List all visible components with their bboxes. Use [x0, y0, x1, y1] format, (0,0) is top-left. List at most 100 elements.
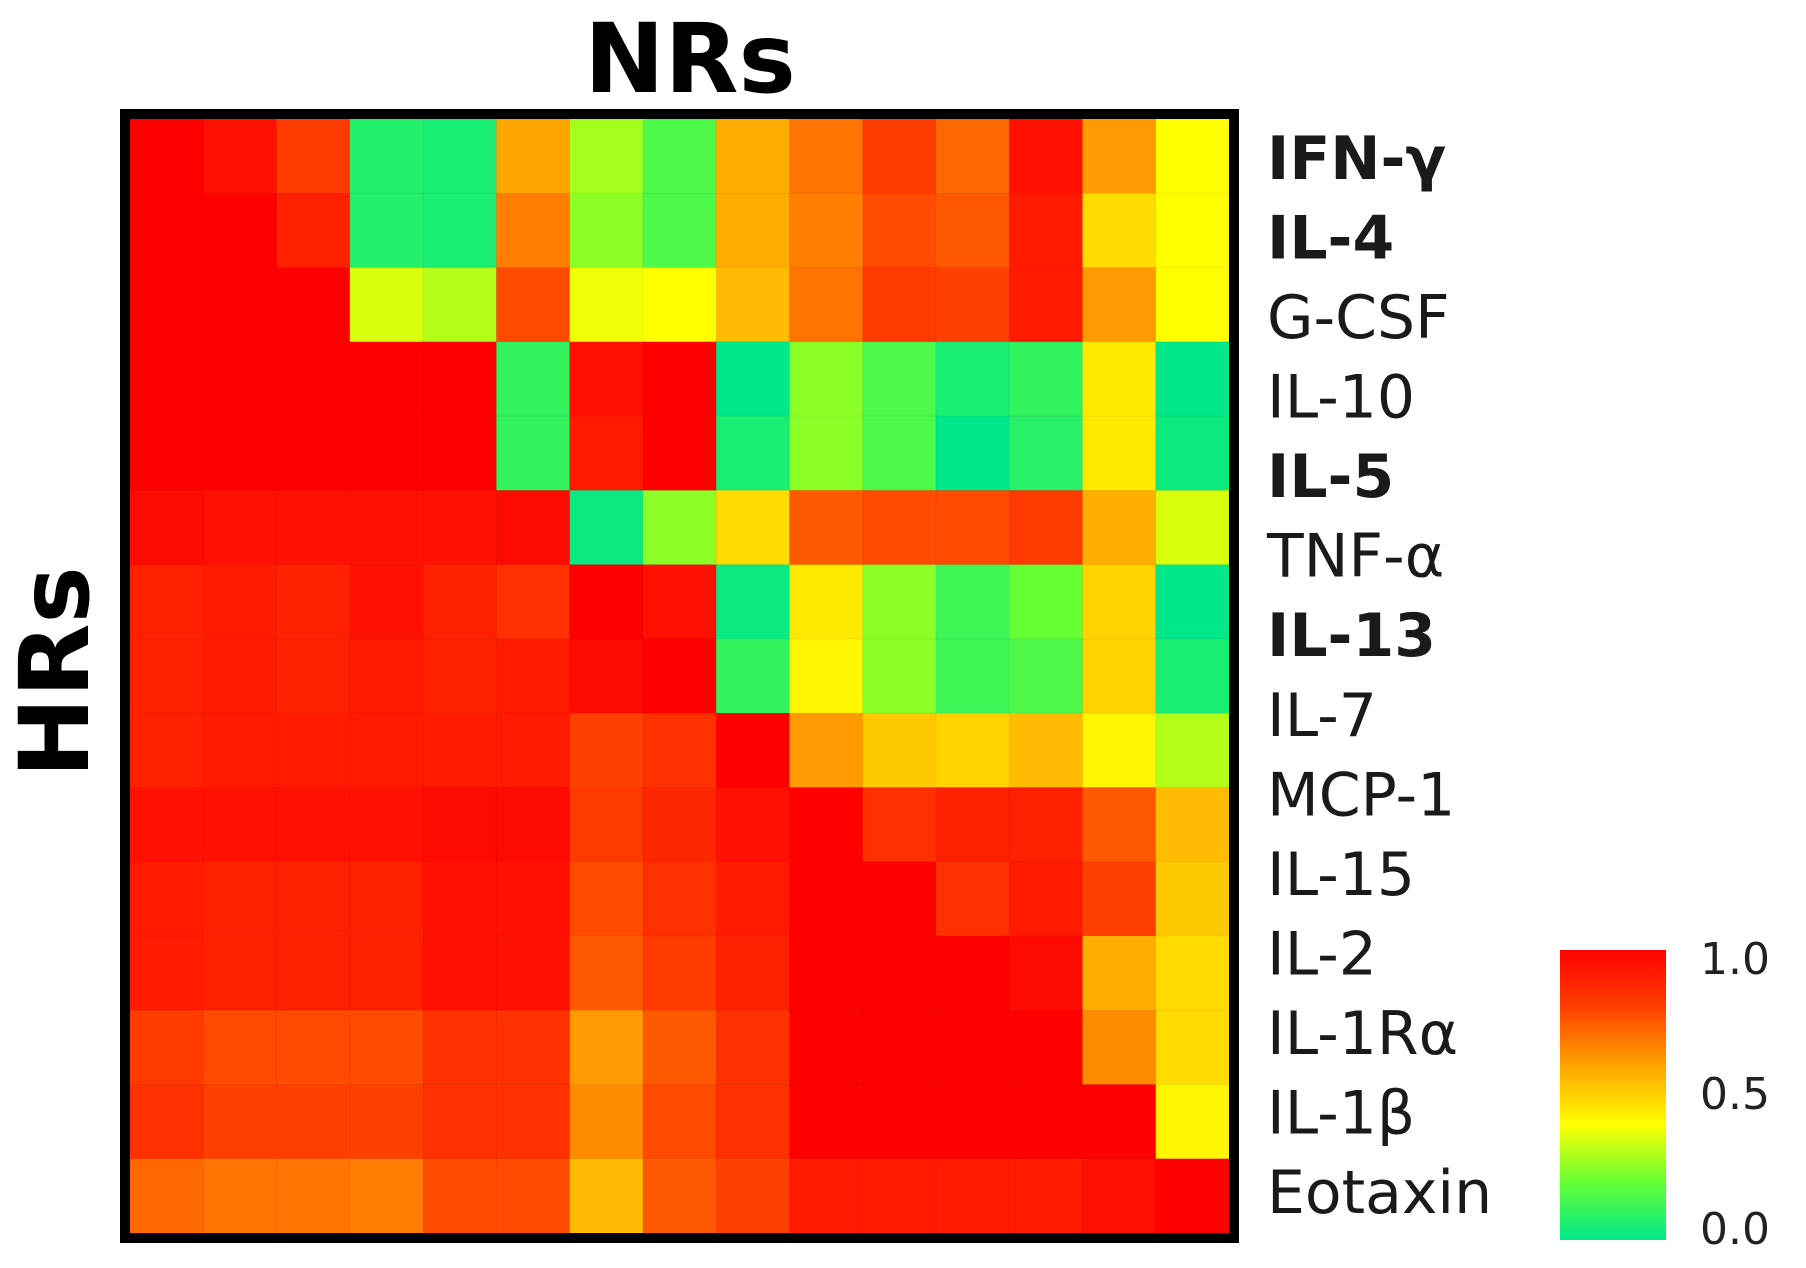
heatmap-cell — [715, 638, 791, 715]
heatmap-cell — [129, 118, 205, 195]
heatmap-cell — [422, 1158, 498, 1235]
heatmap-cell — [569, 1083, 644, 1160]
heatmap-cell — [1008, 786, 1084, 863]
heatmap-cell — [569, 341, 644, 418]
heatmap-cell — [1081, 341, 1157, 418]
heatmap-cell — [495, 489, 571, 566]
heatmap-cell — [935, 489, 1011, 566]
heatmap-cell — [276, 564, 351, 640]
heatmap-cell — [715, 786, 791, 863]
heatmap-cell — [642, 341, 718, 418]
heatmap-cell — [935, 118, 1011, 195]
heatmap-cell — [349, 861, 425, 938]
heatmap-cell — [862, 118, 938, 195]
heatmap-cell — [495, 712, 571, 789]
heatmap-cell — [129, 638, 205, 715]
row-label: IL-7 — [1267, 681, 1377, 751]
heatmap-cell — [1081, 564, 1157, 640]
heatmap-cell — [935, 1009, 1011, 1086]
heatmap-cell — [276, 638, 351, 715]
heatmap-cell — [202, 564, 278, 640]
heatmap-cell — [422, 341, 498, 418]
heatmap-cell — [569, 192, 644, 269]
heatmap-cell — [1081, 712, 1157, 789]
heatmap-cell — [788, 192, 864, 269]
heatmap-cell — [788, 489, 864, 566]
heatmap-cell — [276, 861, 351, 938]
heatmap-cell — [1155, 489, 1231, 566]
heatmap-cell — [715, 341, 791, 418]
heatmap-cell — [129, 341, 205, 418]
heatmap-cell — [569, 638, 644, 715]
heatmap-cell — [495, 1009, 571, 1086]
heatmap-cell — [349, 786, 425, 863]
heatmap-cell — [202, 1009, 278, 1086]
heatmap-cell — [935, 564, 1011, 640]
heatmap-cell — [788, 712, 864, 789]
heatmap-cell — [276, 1083, 351, 1160]
row-label: MCP-1 — [1267, 760, 1455, 830]
heatmap-cell — [715, 712, 791, 789]
heatmap-cell — [642, 935, 718, 1012]
heatmap-cell — [862, 564, 938, 640]
heatmap-cell — [935, 1083, 1011, 1160]
heatmap-cell — [1008, 935, 1084, 1012]
heatmap-cell — [349, 489, 425, 566]
heatmap-cell — [422, 786, 498, 863]
heatmap-cell — [202, 118, 278, 195]
heatmap-cell — [642, 1158, 718, 1235]
heatmap-cell — [422, 638, 498, 715]
heatmap-cell — [129, 1083, 205, 1160]
heatmap-cell — [569, 861, 644, 938]
heatmap-cell — [935, 267, 1011, 343]
row-labels: IFN-γ IL-4 G-CSF IL-10 IL-5 TNF-α IL-13 IL-7 MCP… — [1266, 124, 1492, 1228]
heatmap-cell — [495, 192, 571, 269]
heatmap-cell — [1008, 489, 1084, 566]
heatmap-cell — [569, 267, 644, 343]
heatmap-cell — [129, 935, 205, 1012]
heatmap-cell — [715, 192, 791, 269]
heatmap-cell — [935, 638, 1011, 715]
heatmap-cell — [1155, 267, 1231, 343]
row-label: IL-15 — [1267, 840, 1415, 910]
heatmap-cell — [862, 786, 938, 863]
heatmap-cell — [349, 1083, 425, 1160]
heatmap-cell — [642, 267, 718, 343]
heatmap-cell — [129, 786, 205, 863]
heatmap-cell — [1081, 489, 1157, 566]
heatmap-cell — [495, 1083, 571, 1160]
heatmap-cell — [349, 415, 425, 492]
heatmap-cell — [1008, 341, 1084, 418]
heatmap-cell — [129, 489, 205, 566]
heatmap-cell — [1081, 786, 1157, 863]
heatmap-cell — [642, 861, 718, 938]
heatmap-cell — [422, 861, 498, 938]
x-axis-title: NRs — [584, 3, 795, 115]
heatmap-cell — [1008, 1158, 1084, 1235]
heatmap-cell — [715, 861, 791, 938]
heatmap-cell — [935, 415, 1011, 492]
heatmap-cell — [788, 638, 864, 715]
heatmap-cell — [276, 118, 351, 195]
heatmap-cell — [788, 267, 864, 343]
heatmap-cell — [788, 1083, 864, 1160]
heatmap-cell — [129, 712, 205, 789]
heatmap-cell — [1155, 1158, 1231, 1235]
heatmap-cell — [129, 415, 205, 492]
heatmap-cell — [276, 489, 351, 566]
heatmap-cell — [349, 638, 425, 715]
heatmap-cell — [862, 712, 938, 789]
heatmap-cell — [935, 1158, 1011, 1235]
heatmap-cell — [276, 712, 351, 789]
heatmap-cell — [569, 564, 644, 640]
heatmap-cell — [642, 1009, 718, 1086]
heatmap-cell — [569, 1158, 644, 1235]
heatmap-cell — [422, 1083, 498, 1160]
colorbar-tick-label: 1.0 — [1700, 934, 1770, 985]
heatmap-cell — [495, 341, 571, 418]
heatmap-cell — [935, 192, 1011, 269]
colorbar-ticks: 1.0 0.5 0.0 — [1700, 934, 1770, 1255]
heatmap-cell — [788, 1009, 864, 1086]
heatmap-cell — [1008, 118, 1084, 195]
row-label: IL-1β — [1267, 1079, 1415, 1149]
